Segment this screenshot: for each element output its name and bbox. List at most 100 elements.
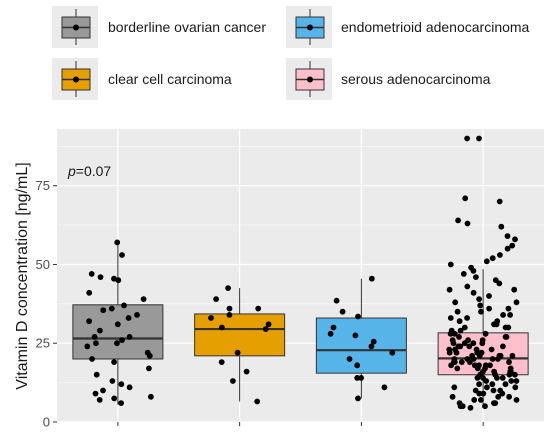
- data-point: [498, 223, 505, 230]
- data-point: [115, 277, 122, 284]
- data-point: [121, 302, 127, 309]
- legend-label: endometrioid adenocarcinoma: [341, 19, 530, 35]
- data-point: [125, 315, 132, 321]
- data-point: [496, 280, 503, 287]
- data-point: [265, 321, 272, 328]
- data-point: [456, 334, 462, 340]
- data-point: [497, 252, 503, 258]
- data-point: [93, 340, 99, 347]
- data-point: [352, 332, 359, 339]
- data-point: [486, 305, 492, 312]
- data-point: [496, 198, 503, 205]
- data-point: [509, 242, 516, 249]
- y-tick-label: 75: [36, 178, 50, 193]
- data-point: [476, 135, 482, 142]
- data-point: [470, 267, 477, 274]
- data-point: [495, 356, 501, 362]
- data-point: [134, 312, 140, 318]
- box: [194, 313, 286, 357]
- data-point: [488, 346, 495, 353]
- legend-item: serous adenocarcinoma: [286, 58, 491, 100]
- data-point: [489, 255, 496, 262]
- x-axis: [117, 422, 484, 426]
- data-point: [84, 343, 91, 350]
- legend-label: serous adenocarcinoma: [341, 71, 491, 87]
- y-axis-title: Vitamin D concentration [ng/mL]: [14, 162, 31, 389]
- data-point: [226, 312, 233, 318]
- data-point: [93, 371, 100, 378]
- data-point: [508, 378, 515, 384]
- data-point: [484, 384, 490, 391]
- data-point: [477, 302, 484, 309]
- data-point: [114, 340, 120, 347]
- legend-item: borderline ovarian cancer: [52, 6, 266, 48]
- data-point: [254, 398, 261, 405]
- data-point: [453, 349, 460, 356]
- data-point: [119, 252, 125, 258]
- data-point: [506, 359, 512, 365]
- legend-swatch-point: [73, 76, 79, 83]
- data-point: [482, 403, 488, 410]
- data-point: [226, 305, 233, 312]
- data-point: [512, 371, 518, 378]
- data-point: [389, 349, 396, 356]
- data-point: [354, 362, 361, 369]
- data-point: [118, 381, 125, 388]
- data-point: [330, 324, 337, 331]
- data-point: [505, 305, 512, 312]
- data-point: [88, 271, 95, 277]
- data-point: [97, 274, 104, 280]
- data-point: [92, 390, 99, 397]
- data-point: [464, 135, 470, 142]
- data-point: [446, 286, 453, 293]
- data-point: [506, 393, 512, 400]
- data-point: [466, 359, 473, 365]
- data-point: [479, 340, 486, 347]
- data-point: [509, 352, 516, 359]
- data-point: [208, 315, 214, 321]
- data-point: [464, 283, 471, 290]
- data-point: [368, 275, 375, 282]
- data-point: [96, 397, 103, 403]
- data-point: [459, 403, 466, 410]
- data-point: [148, 393, 154, 400]
- data-point: [478, 397, 484, 403]
- data-point: [499, 390, 506, 397]
- data-point: [492, 400, 499, 406]
- data-point: [473, 274, 479, 280]
- data-point: [489, 356, 496, 362]
- data-point: [333, 297, 340, 304]
- data-point: [449, 393, 456, 400]
- legend-label: borderline ovarian cancer: [108, 19, 266, 35]
- data-point: [114, 239, 121, 246]
- data-point: [480, 390, 487, 397]
- legend: borderline ovarian cancer endometrioid a…: [52, 6, 530, 100]
- data-point: [448, 362, 454, 369]
- legend-item: clear cell carcinoma: [52, 58, 232, 100]
- data-point: [511, 286, 518, 293]
- data-point: [454, 365, 461, 372]
- data-point: [447, 330, 454, 337]
- data-point: [225, 285, 232, 291]
- data-point: [474, 375, 481, 381]
- data-point: [255, 305, 262, 312]
- data-point: [381, 384, 388, 391]
- data-point: [476, 390, 483, 397]
- data-point: [109, 378, 116, 384]
- data-point: [486, 293, 492, 299]
- data-point: [126, 384, 133, 391]
- data-point: [243, 368, 250, 375]
- data-point: [213, 296, 220, 302]
- data-point: [483, 258, 490, 265]
- data-point: [100, 307, 107, 314]
- data-point: [500, 312, 506, 318]
- data-point: [355, 313, 361, 320]
- data-point: [86, 289, 93, 296]
- data-point: [355, 395, 361, 402]
- data-point: [512, 384, 519, 391]
- data-point: [218, 359, 225, 365]
- data-point: [464, 220, 471, 227]
- data-point: [451, 330, 458, 337]
- data-point: [119, 337, 125, 343]
- data-point: [476, 381, 482, 388]
